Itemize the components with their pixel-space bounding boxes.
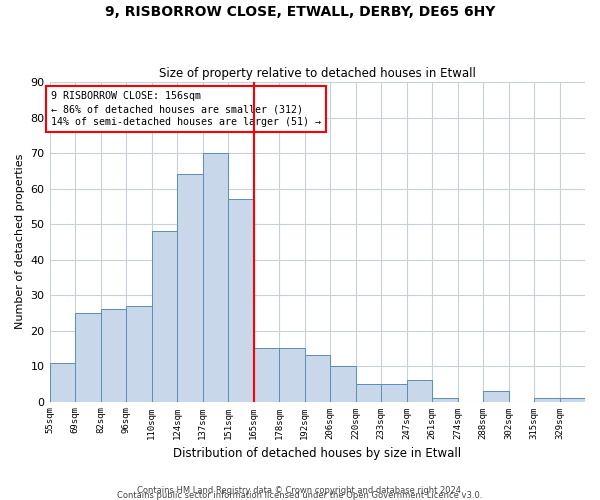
Bar: [177, 174, 203, 402]
Bar: [432, 398, 458, 402]
Bar: [279, 348, 305, 402]
Text: 9 RISBORROW CLOSE: 156sqm
← 86% of detached houses are smaller (312)
14% of semi: 9 RISBORROW CLOSE: 156sqm ← 86% of detac…: [52, 91, 322, 128]
Title: Size of property relative to detached houses in Etwall: Size of property relative to detached ho…: [159, 66, 476, 80]
Bar: [228, 199, 254, 402]
Bar: [407, 380, 432, 402]
Bar: [356, 384, 381, 402]
Text: 9, RISBORROW CLOSE, ETWALL, DERBY, DE65 6HY: 9, RISBORROW CLOSE, ETWALL, DERBY, DE65 …: [105, 5, 495, 19]
Bar: [75, 313, 101, 402]
Bar: [381, 384, 407, 402]
Text: Contains HM Land Registry data © Crown copyright and database right 2024.: Contains HM Land Registry data © Crown c…: [137, 486, 463, 495]
Bar: [330, 366, 356, 402]
Bar: [50, 362, 75, 402]
Bar: [203, 153, 228, 402]
Bar: [152, 231, 177, 402]
Bar: [126, 306, 152, 402]
Bar: [305, 356, 330, 402]
Bar: [560, 398, 585, 402]
Bar: [101, 310, 126, 402]
Bar: [254, 348, 279, 402]
Y-axis label: Number of detached properties: Number of detached properties: [15, 154, 25, 330]
Bar: [483, 391, 509, 402]
Bar: [534, 398, 560, 402]
X-axis label: Distribution of detached houses by size in Etwall: Distribution of detached houses by size …: [173, 447, 461, 460]
Text: Contains public sector information licensed under the Open Government Licence v3: Contains public sector information licen…: [118, 491, 482, 500]
